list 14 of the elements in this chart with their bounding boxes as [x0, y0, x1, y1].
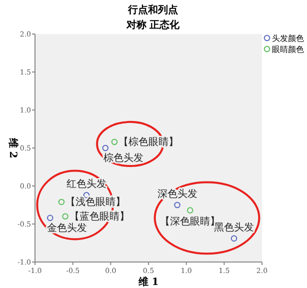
annotation: 深色头发 — [157, 188, 198, 200]
x-axis-title: 维 1 — [137, 276, 159, 288]
annotation: 金色头发 — [47, 222, 88, 234]
legend-label: 眼睛颜色 — [272, 45, 304, 54]
legend-label: 头发颜色 — [272, 34, 304, 43]
point — [46, 214, 54, 222]
point — [62, 213, 68, 220]
point — [102, 144, 109, 152]
annotation: 红色头发 — [66, 178, 106, 190]
point — [111, 138, 118, 146]
y-axis-title: 维 2 — [7, 136, 19, 158]
chart-title: 行点和列点 — [127, 4, 178, 16]
point — [58, 198, 65, 206]
chart-subtitle: 对称 正态化 — [125, 19, 181, 31]
